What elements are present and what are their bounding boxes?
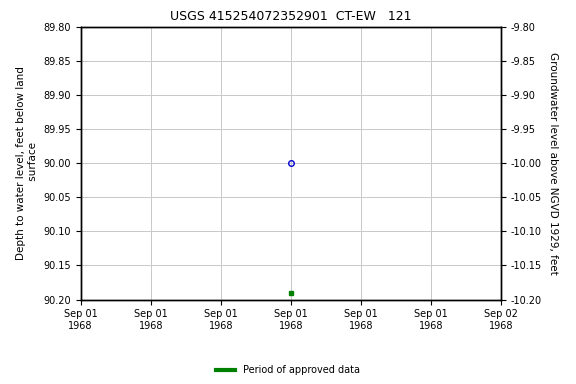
Y-axis label: Depth to water level, feet below land
 surface: Depth to water level, feet below land su… (16, 66, 38, 260)
Legend: Period of approved data: Period of approved data (212, 361, 364, 379)
Title: USGS 415254072352901  CT-EW   121: USGS 415254072352901 CT-EW 121 (170, 10, 412, 23)
Y-axis label: Groundwater level above NGVD 1929, feet: Groundwater level above NGVD 1929, feet (548, 52, 558, 275)
